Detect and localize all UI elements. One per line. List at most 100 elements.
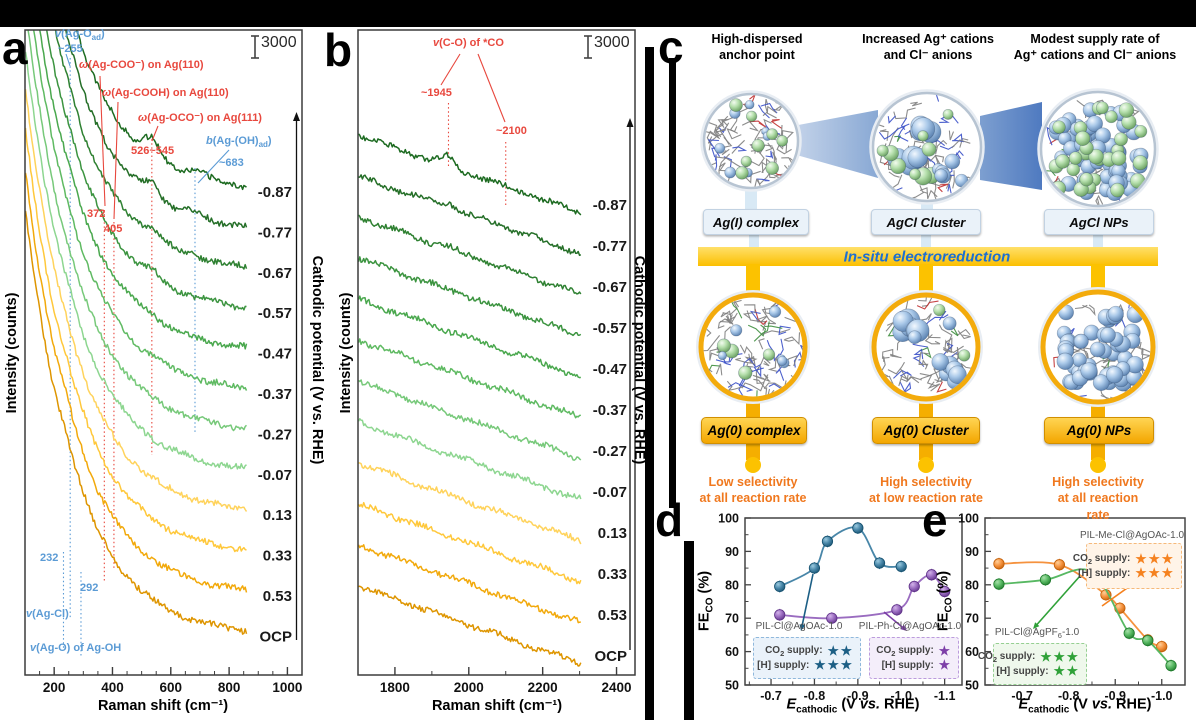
e-legend-row-h: [H] supply: ★★ <box>996 665 1080 678</box>
panel-b-y-axis-label: Intensity (counts) <box>338 292 354 414</box>
molecule-circle-1 <box>700 90 802 192</box>
molecular-stick <box>935 139 948 155</box>
a-potential-label: -0.77 <box>258 224 292 241</box>
rating-stars: ★ <box>938 657 952 672</box>
circle-halo <box>869 290 983 404</box>
panel-b-annotation-2: ~2100 <box>496 125 527 137</box>
molecular-stick <box>912 343 928 348</box>
legend-row-label: [H] supply: <box>996 665 1049 677</box>
e-legend-row-co2: CO2 supply: ★★★ <box>1073 553 1175 566</box>
b-cathodic-arrow-head <box>626 118 634 127</box>
d-callout-arrow-blue-head <box>799 624 806 631</box>
molecular-stick <box>758 338 765 350</box>
circle-ring <box>698 292 808 402</box>
green-atom-sphere <box>958 349 971 362</box>
molecular-stick <box>718 162 728 172</box>
green-atom-sphere <box>1068 151 1083 165</box>
panel-b: -0.87 -0.77 -0.67 -0.57 -0.47 -0.37 -0.27 -0.07… <box>357 29 636 695</box>
flow-dot <box>918 457 934 473</box>
e-legend-orange: CO2 supply: ★★★ [H] supply: ★★★ <box>1073 543 1182 589</box>
green-atom-sphere <box>745 110 758 122</box>
a-leader-line-1 <box>113 101 119 220</box>
flow-stem-gold <box>919 441 933 460</box>
e-data-point-green <box>1039 574 1052 586</box>
panel-label-c: c <box>658 21 684 73</box>
molecular-stick <box>920 374 937 387</box>
molecular-stick <box>762 105 777 117</box>
rating-stars: ★★★ <box>1040 650 1080 664</box>
a-leader-line-2 <box>151 125 159 142</box>
a-potential-label: 0.53 <box>263 588 292 605</box>
e-data-point-green <box>1142 634 1154 647</box>
circle-halo <box>696 290 810 404</box>
b-raman-trace--0.67 <box>358 214 582 295</box>
molecular-stick <box>881 348 894 359</box>
molecular-stick <box>957 330 971 340</box>
a-potential-label: -0.07 <box>258 467 292 484</box>
d-data-point-blue <box>808 562 821 574</box>
d-x-tick-label: -0.7 <box>760 689 782 703</box>
molecular-stick <box>707 136 717 144</box>
panel-label-a: a <box>2 22 28 74</box>
molecular-stick <box>742 312 753 319</box>
molecular-stick <box>765 150 774 159</box>
a-raman-trace--0.27 <box>27 30 248 432</box>
molecular-stick <box>918 297 928 302</box>
blue-atom-sphere <box>1105 366 1124 384</box>
e-y-tick-label: 50 <box>965 679 979 693</box>
green-atom-sphere <box>1132 155 1148 171</box>
green-atom-sphere <box>1111 150 1127 166</box>
molecular-stick <box>919 187 938 200</box>
molecular-stick <box>725 315 734 325</box>
panel-a-annotation-9: 405 <box>104 223 123 235</box>
molecular-stick <box>715 355 731 363</box>
b-leader-line-1 <box>477 53 506 123</box>
green-atom-sphere <box>876 144 889 157</box>
flow-dot <box>1090 457 1106 473</box>
molecular-stick <box>1066 394 1087 400</box>
top-black-bar <box>0 0 1196 27</box>
flow-stem-gold <box>746 264 760 297</box>
molecular-stick <box>746 310 768 323</box>
molecular-stick <box>893 369 912 379</box>
molecular-stick <box>763 118 772 126</box>
e-data-point-green <box>1165 660 1177 672</box>
panel-a-annotation-11: 292 <box>80 582 99 594</box>
molecular-stick <box>898 368 909 387</box>
legend-row-label: CO2 supply: <box>765 644 823 658</box>
e-series-title-green: PIL-Cl@AgPF6-1.0 <box>994 627 1080 640</box>
a-x-tick-label: 1000 <box>272 680 302 695</box>
blue-atom-sphere <box>907 147 928 169</box>
molecular-stick <box>709 347 722 361</box>
molecular-stick <box>1074 304 1088 310</box>
a-raman-trace-OCP <box>25 210 248 635</box>
d-callout-arrow-purple <box>883 611 905 630</box>
molecular-stick <box>753 378 767 390</box>
molecular-stick <box>894 135 902 142</box>
a-leader-line-3 <box>197 149 230 184</box>
badge-ag0-cluster: Ag(0) Cluster <box>872 417 980 444</box>
molecular-stick <box>716 119 729 129</box>
a-cathodic-arrow-head <box>293 112 300 121</box>
a-potential-label: OCP <box>259 628 292 645</box>
e-y-tick-label: 70 <box>965 612 979 626</box>
panel-b-annotation-0: v(C-O) of *CO <box>433 37 504 49</box>
a-potential-label: -0.27 <box>258 426 292 443</box>
molecular-stick <box>951 139 971 149</box>
molecular-stick <box>933 178 938 200</box>
green-atom-sphere <box>889 157 907 175</box>
molecular-stick <box>921 158 930 171</box>
a-potential-label: -0.47 <box>258 346 292 363</box>
blue-atom-sphere <box>944 153 961 170</box>
e-data-point-green <box>1123 627 1135 639</box>
molecular-stick <box>715 363 723 376</box>
circle-halo <box>869 89 985 205</box>
molecular-stick <box>887 326 896 337</box>
b-raman-trace-0.33 <box>358 501 582 585</box>
molecular-stick <box>749 120 767 128</box>
d-y-tick-label: 70 <box>725 612 739 626</box>
a-raman-trace--0.07 <box>25 51 247 470</box>
d-legend-row-co2: CO2 supply: ★★ <box>760 645 854 658</box>
panel-d-plot: 50 60 70 80 90 100 -0.7 -0.8 -0.9 -1.0 -1.1 <box>718 512 963 703</box>
green-atom-sphere <box>765 161 779 175</box>
